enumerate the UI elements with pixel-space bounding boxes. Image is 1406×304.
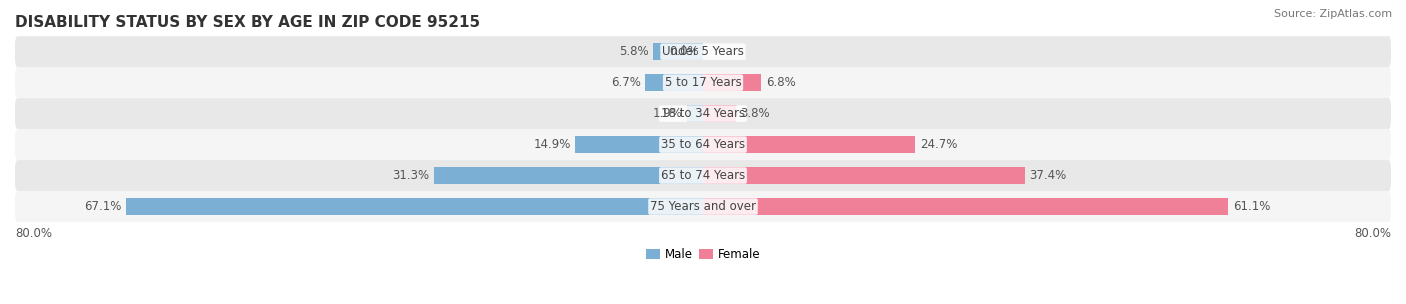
Text: Under 5 Years: Under 5 Years [662,45,744,58]
Bar [127,198,703,215]
Text: 80.0%: 80.0% [15,227,52,240]
FancyBboxPatch shape [15,67,1391,98]
Text: 0.0%: 0.0% [669,45,699,58]
Text: 5.8%: 5.8% [619,45,648,58]
Text: 6.7%: 6.7% [612,76,641,89]
FancyBboxPatch shape [15,98,1391,129]
Text: 37.4%: 37.4% [1029,169,1066,182]
Text: 14.9%: 14.9% [533,138,571,151]
FancyBboxPatch shape [15,36,1391,67]
Text: 1.9%: 1.9% [652,107,682,120]
Text: DISABILITY STATUS BY SEX BY AGE IN ZIP CODE 95215: DISABILITY STATUS BY SEX BY AGE IN ZIP C… [15,15,479,30]
Text: 18 to 34 Years: 18 to 34 Years [661,107,745,120]
Bar [703,167,1025,184]
Bar [703,198,1229,215]
Text: 35 to 64 Years: 35 to 64 Years [661,138,745,151]
Text: 5 to 17 Years: 5 to 17 Years [665,76,741,89]
Bar [575,136,703,153]
Text: 75 Years and over: 75 Years and over [650,200,756,213]
Text: 3.8%: 3.8% [740,107,769,120]
Text: 61.1%: 61.1% [1233,200,1270,213]
Bar [703,74,762,91]
Text: 31.3%: 31.3% [392,169,429,182]
Text: 6.8%: 6.8% [766,76,796,89]
Text: 65 to 74 Years: 65 to 74 Years [661,169,745,182]
Legend: Male, Female: Male, Female [641,244,765,266]
Bar [686,105,703,122]
Bar [645,74,703,91]
Text: 80.0%: 80.0% [1354,227,1391,240]
Text: Source: ZipAtlas.com: Source: ZipAtlas.com [1274,9,1392,19]
Bar [654,43,703,60]
FancyBboxPatch shape [15,191,1391,222]
FancyBboxPatch shape [15,129,1391,160]
FancyBboxPatch shape [15,160,1391,191]
Text: 24.7%: 24.7% [920,138,957,151]
Bar [434,167,703,184]
Text: 67.1%: 67.1% [84,200,122,213]
Bar [703,136,915,153]
Bar [703,105,735,122]
